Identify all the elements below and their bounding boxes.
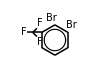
Text: F: F (37, 37, 43, 47)
Text: F: F (37, 18, 43, 28)
Text: Br: Br (66, 20, 77, 30)
Text: Br: Br (46, 13, 56, 23)
Text: F: F (21, 27, 26, 37)
